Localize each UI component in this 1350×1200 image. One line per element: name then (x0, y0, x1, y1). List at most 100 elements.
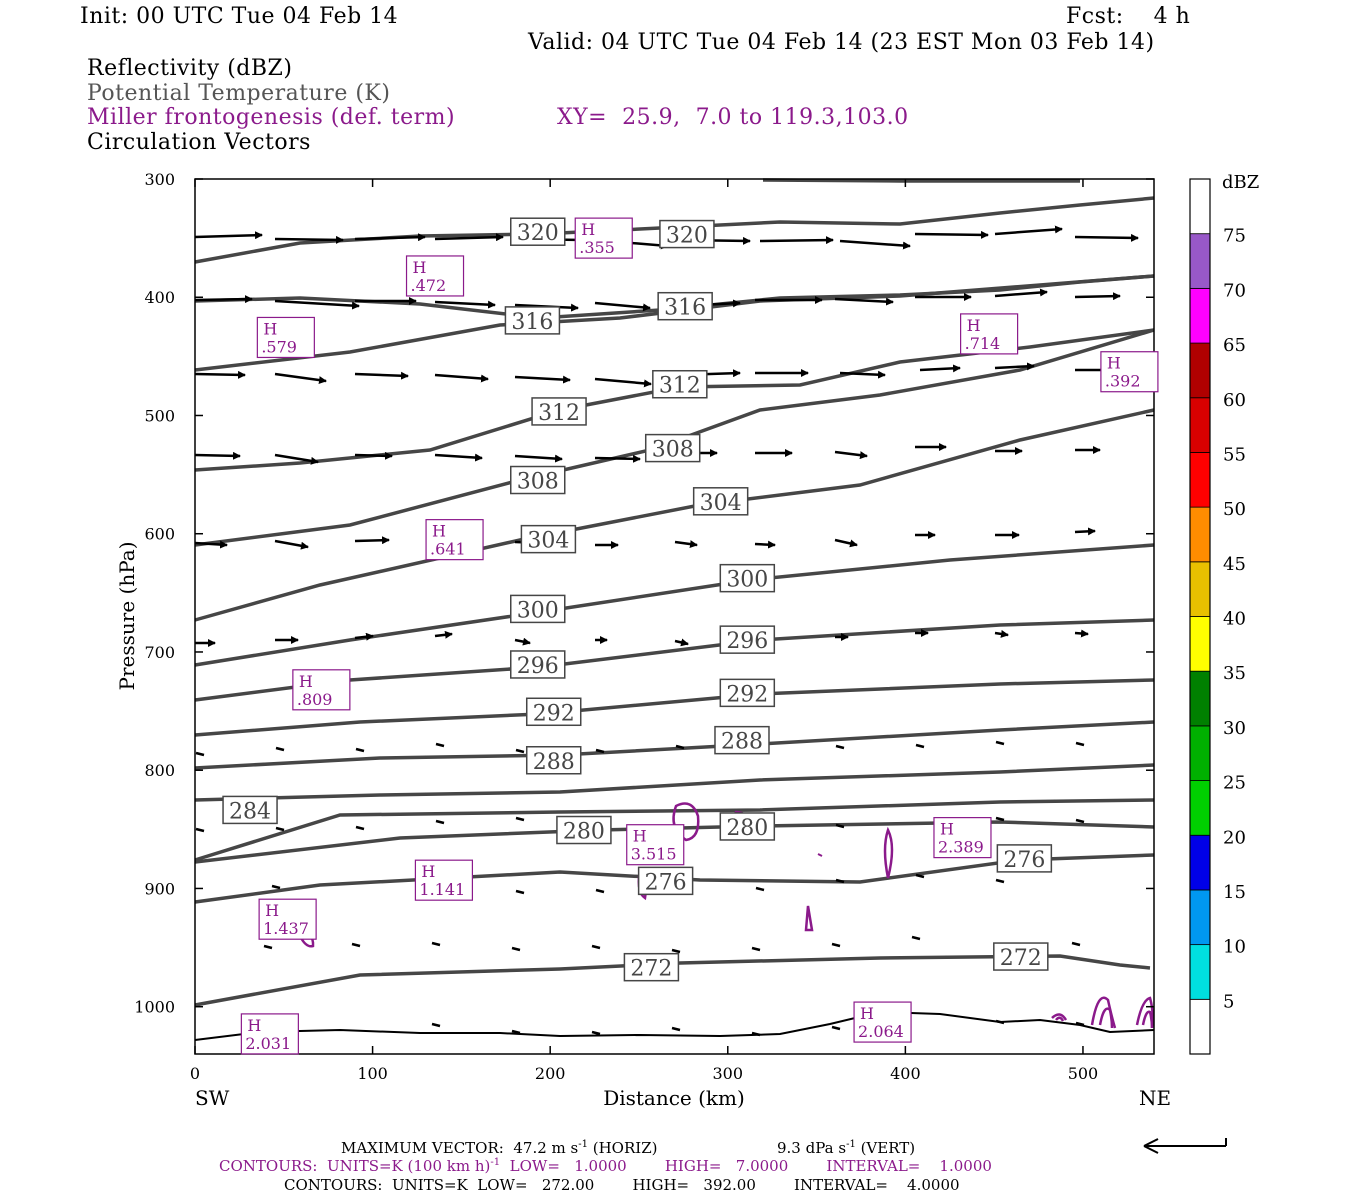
circulation-vector (194, 295, 253, 304)
theta-label-box (556, 815, 612, 845)
x-tick-label: 500 (1068, 1064, 1099, 1083)
high-label-value: .809 (297, 690, 333, 709)
high-label-letter: H (247, 1016, 261, 1035)
x-tick-label: 300 (713, 1064, 744, 1083)
isentrope-line (194, 954, 1151, 1007)
colorbar-segment (1189, 616, 1211, 672)
theta-label-box (510, 217, 566, 246)
theta-label-text: 316 (511, 310, 553, 335)
colorbar-unit: dBZ (1222, 172, 1259, 193)
high-label-box (933, 817, 992, 859)
circulation-vector (839, 370, 886, 379)
high-label-box (258, 898, 317, 940)
theta-label-box (996, 844, 1053, 873)
theta-contour-label: 276 (996, 844, 1053, 873)
y-axis-label: Pressure (hPa) (115, 542, 139, 691)
circulation-vector (274, 372, 327, 385)
theta-label-box (520, 524, 577, 554)
high-label-letter: H (940, 820, 954, 839)
circulation-vector (834, 450, 868, 460)
frontogenesis-high-label: H1.141 (414, 859, 474, 901)
x-tick-label: 200 (535, 1064, 566, 1083)
theta-contour-label: 308 (644, 433, 701, 463)
colorbar-label: 5 (1223, 991, 1234, 1012)
theta-label-text: 304 (700, 491, 742, 516)
circulation-vector (675, 744, 685, 750)
theta-label-box (659, 219, 715, 249)
theta-label-text: 316 (664, 296, 706, 321)
y-tick-label: 700 (144, 643, 175, 662)
valid-time: Valid: 04 UTC Tue 04 Feb 14 (23 EST Mon … (528, 30, 1155, 55)
theta-label-text: 300 (726, 568, 768, 593)
contours-miller-info: CONTOURS: UNITS=K (100 km h)-1 LOW= 1.00… (219, 1157, 992, 1175)
high-label-value: 2.389 (938, 838, 984, 857)
circulation-vector (514, 454, 563, 463)
theta-contour-label: 292 (719, 678, 776, 708)
circulation-vector (754, 540, 776, 549)
circulation-vector (354, 233, 426, 242)
high-label-box (960, 313, 1019, 355)
circulation-vector (434, 233, 504, 242)
circulation-vector (274, 539, 309, 550)
circulation-vector (194, 451, 241, 460)
theta-contour-label: 292 (525, 697, 582, 726)
theta-contour-label: 316 (504, 306, 561, 335)
theta-label-text: 280 (563, 820, 605, 845)
frontogenesis-contour (1051, 1013, 1068, 1021)
colorbar-segment (1189, 670, 1211, 727)
theta-label-text: 272 (1000, 946, 1042, 971)
circulation-vector (431, 941, 441, 947)
theta-label-text: 288 (721, 730, 763, 755)
circulation-vector (835, 823, 845, 829)
circulation-vector (995, 878, 1005, 884)
theta-label-text: 272 (630, 957, 672, 982)
circulation-vector (1074, 629, 1089, 638)
high-label-box (256, 316, 315, 359)
circulation-vector (355, 825, 365, 831)
theta-label-box (623, 952, 680, 982)
max-vector-vert: 9.3 dPa s-1 (VERT) (777, 1139, 916, 1157)
isentrope-line (194, 720, 1155, 770)
xy-endpoints: XY= 25.9, 7.0 to 119.3,103.0 (557, 105, 909, 130)
colorbar-segment (1189, 561, 1211, 617)
circulation-vector (831, 942, 841, 948)
isentrope-line (194, 678, 1155, 737)
high-label-value: .714 (965, 334, 1001, 353)
colorbar-segment (1189, 178, 1211, 235)
colorbar-segment (1189, 342, 1211, 399)
theta-label-box (719, 625, 776, 654)
y-tick-label: 400 (144, 288, 175, 307)
theta-contour-label: 304 (692, 487, 749, 516)
colorbar-segment (1189, 506, 1211, 563)
field-reflectivity: Reflectivity (dBZ) (87, 56, 293, 81)
circulation-vector (275, 746, 285, 752)
theta-label-box (525, 746, 582, 775)
circulation-vector (595, 748, 605, 754)
circulation-vector (351, 942, 361, 948)
theta-contour-label: 316 (657, 291, 713, 321)
circulation-vector (434, 373, 489, 383)
frontogenesis-high-label: H.641 (425, 519, 484, 561)
theta-label-box (719, 678, 776, 708)
theta-label-text: 276 (1003, 848, 1045, 873)
high-label-letter: H (860, 1004, 874, 1023)
contours-theta-info: CONTOURS: UNITS=K LOW= 272.00 HIGH= 392.… (284, 1176, 960, 1194)
circulation-vector (271, 884, 281, 890)
frontogenesis-high-label: H2.389 (933, 817, 992, 859)
plot-frame (194, 178, 1155, 1055)
circulation-vector (1075, 741, 1085, 747)
circulation-vector (834, 538, 858, 548)
circulation-vector (514, 637, 531, 646)
high-label-value: .579 (261, 337, 297, 356)
field-theta: Potential Temperature (K) (87, 81, 391, 106)
circulation-vector (434, 453, 483, 462)
high-label-box (240, 1013, 299, 1055)
theta-contour-label: 280 (556, 815, 612, 845)
circulation-vector (835, 878, 845, 884)
theta-label-box (719, 812, 776, 841)
colorbar-label: 15 (1223, 882, 1246, 903)
frontogenesis-high-label: H1.437 (258, 898, 317, 940)
circulation-vector (591, 1030, 601, 1036)
colorbar-segment (1189, 834, 1211, 891)
high-label-value: .392 (1105, 372, 1141, 391)
